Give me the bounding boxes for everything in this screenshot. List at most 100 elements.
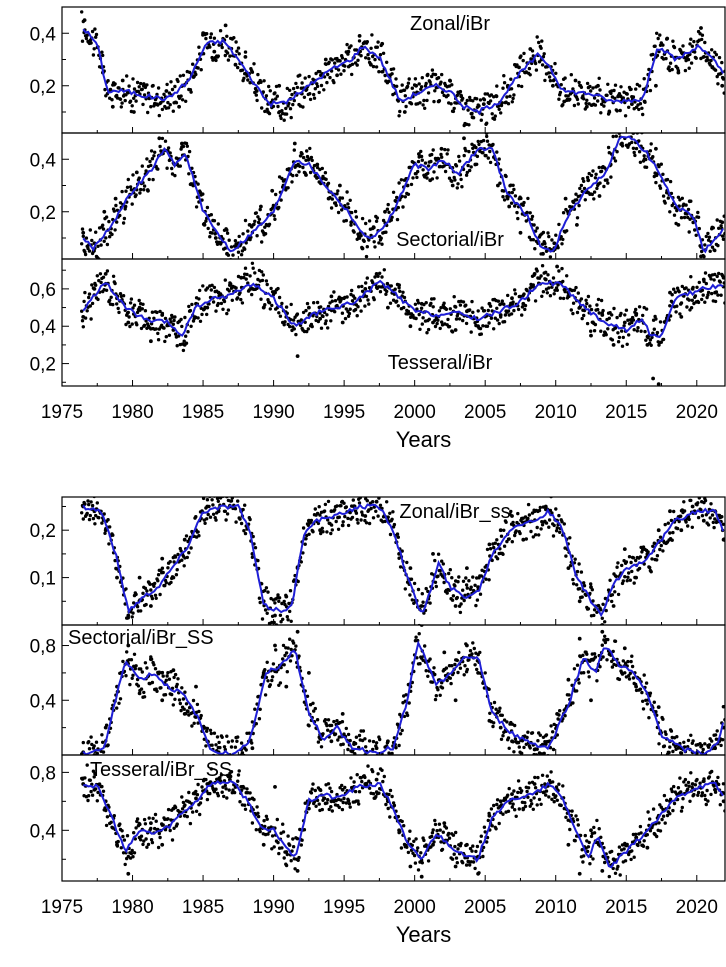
data-point — [307, 532, 311, 536]
data-point — [616, 592, 621, 597]
data-point — [721, 537, 725, 542]
data-point — [100, 733, 104, 737]
data-point — [549, 724, 553, 728]
data-point — [697, 757, 700, 760]
data-point — [206, 226, 210, 231]
data-point — [644, 338, 648, 342]
data-point — [378, 53, 383, 57]
data-point — [356, 799, 360, 803]
data-point — [593, 655, 598, 659]
data-point — [701, 293, 705, 297]
data-point — [427, 317, 431, 321]
data-point — [528, 73, 532, 77]
data-point — [101, 740, 105, 744]
data-point — [502, 189, 506, 193]
data-point — [113, 281, 117, 286]
data-point — [174, 101, 179, 105]
data-point — [510, 739, 514, 744]
data-point — [385, 289, 389, 294]
data-point — [436, 99, 441, 104]
data-point — [522, 51, 526, 56]
data-point — [652, 700, 656, 704]
data-point — [225, 51, 230, 55]
data-point — [432, 297, 436, 301]
data-point — [255, 805, 259, 809]
data-point — [554, 71, 558, 76]
data-point — [350, 62, 355, 66]
data-point — [479, 118, 483, 122]
data-point — [395, 299, 399, 303]
y-tick-label: 0,4 — [30, 317, 57, 338]
data-point — [260, 240, 264, 244]
data-point — [318, 528, 322, 533]
data-point — [497, 709, 501, 713]
data-point — [232, 36, 236, 40]
data-point — [694, 56, 698, 60]
data-point — [465, 566, 469, 570]
data-point — [494, 707, 498, 711]
data-point — [198, 288, 202, 293]
data-point — [715, 274, 719, 279]
data-point — [606, 181, 610, 185]
data-point — [145, 845, 149, 849]
data-point — [353, 209, 358, 214]
data-point — [134, 664, 138, 668]
data-point — [710, 65, 715, 70]
data-point — [506, 102, 511, 106]
data-point — [96, 790, 100, 795]
data-point — [591, 86, 595, 90]
data-point — [489, 93, 494, 97]
data-point — [637, 139, 641, 143]
data-point — [676, 70, 681, 75]
data-point — [487, 301, 492, 306]
data-point — [212, 285, 217, 290]
data-point — [627, 571, 631, 575]
data-point — [211, 512, 216, 516]
data-point — [691, 739, 695, 743]
data-point — [95, 274, 100, 278]
data-point — [700, 249, 704, 254]
data-point — [243, 503, 247, 507]
data-point — [700, 288, 705, 292]
data-point — [715, 218, 719, 222]
data-point — [173, 332, 178, 336]
data-point — [243, 218, 248, 223]
y-tick-label: 0,4 — [30, 691, 57, 712]
data-point — [87, 517, 92, 522]
data-point — [721, 77, 725, 81]
data-point — [182, 564, 186, 568]
data-point — [130, 202, 134, 206]
data-point — [511, 183, 515, 187]
data-point — [613, 83, 618, 87]
data-point — [344, 801, 348, 805]
data-point — [522, 745, 526, 750]
panel-frame — [61, 258, 726, 387]
data-point — [143, 822, 148, 826]
data-point — [707, 235, 712, 239]
data-point — [520, 520, 525, 524]
data-point — [312, 709, 316, 713]
data-point — [477, 142, 481, 147]
data-point — [668, 210, 672, 214]
data-point — [507, 537, 511, 541]
data-point — [264, 279, 269, 283]
data-point — [425, 331, 429, 335]
data-point — [134, 193, 138, 197]
data-point — [581, 177, 585, 181]
data-point — [147, 177, 151, 182]
data-point — [461, 318, 465, 323]
data-point — [457, 575, 461, 579]
data-point — [606, 327, 610, 331]
data-point — [130, 615, 134, 619]
data-point — [557, 222, 561, 227]
data-point — [258, 600, 262, 605]
data-point — [512, 308, 516, 313]
data-point — [419, 85, 424, 89]
data-point — [473, 162, 478, 167]
data-point — [165, 82, 169, 87]
data-point — [336, 738, 340, 742]
data-point — [459, 94, 464, 99]
data-point — [405, 560, 409, 565]
data-point — [301, 526, 306, 530]
data-point — [277, 311, 281, 315]
